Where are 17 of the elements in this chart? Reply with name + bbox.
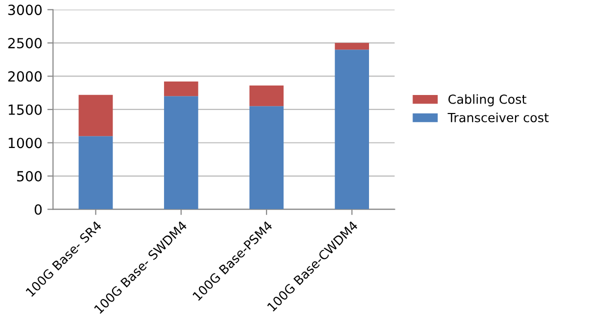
y-tick-label: 500 bbox=[17, 170, 42, 182]
legend-label: Cabling Cost bbox=[448, 94, 526, 106]
bar bbox=[78, 136, 113, 210]
y-tick-label: 1000 bbox=[8, 138, 42, 148]
y-tick-label: 0 bbox=[34, 204, 42, 215]
bar bbox=[164, 96, 198, 210]
bar bbox=[249, 86, 284, 106]
y-tick-label: 2500 bbox=[8, 38, 42, 48]
bar bbox=[334, 50, 370, 210]
y-tick-label: 2000 bbox=[8, 71, 42, 82]
bar bbox=[249, 106, 284, 210]
bar bbox=[164, 82, 198, 96]
y-tick-label: 1500 bbox=[8, 104, 42, 115]
legend-label: Transceiver cost bbox=[448, 112, 549, 122]
bar bbox=[334, 42, 370, 50]
y-tick-label: 3000 bbox=[8, 4, 42, 16]
bar bbox=[78, 94, 113, 136]
